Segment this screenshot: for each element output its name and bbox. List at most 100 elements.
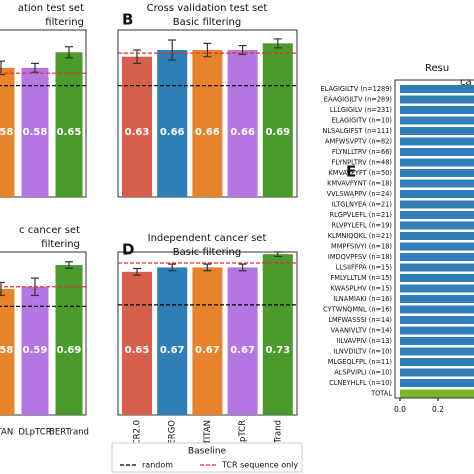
panel-subtitle: Basic filtering — [173, 17, 241, 28]
bar — [400, 326, 474, 335]
bar — [400, 337, 474, 345]
bar — [227, 267, 258, 415]
bar — [262, 254, 293, 415]
value-label: 0.58 — [23, 127, 48, 138]
y-tick-label: CLNEYHLFL (n=10) — [329, 379, 392, 387]
bar — [400, 137, 474, 146]
panel-letter: D — [122, 241, 134, 259]
bar — [400, 179, 474, 188]
bar — [0, 67, 15, 197]
bar — [400, 242, 474, 251]
y-tick-label: LMFWASSSI (n=14) — [328, 316, 392, 324]
y-tick-label: ELAGIGILTV (n=1289) — [320, 85, 392, 93]
bar — [400, 232, 474, 240]
value-label: 0.59 — [23, 345, 48, 356]
panel-title: Resu — [425, 63, 449, 74]
bar — [157, 50, 188, 197]
legend-title: Baseline — [188, 447, 227, 457]
y-tick-label: EAAGIGILTV (n=289) — [324, 96, 392, 104]
y-tick-label: ILNAMIAKI (n=16) — [333, 295, 392, 303]
y-tick-label: KMVAVFYFT (n=50) — [328, 169, 392, 177]
bar — [55, 52, 83, 198]
bar — [227, 50, 258, 197]
bar — [400, 116, 474, 125]
bar — [21, 286, 49, 415]
axes-frame — [394, 79, 474, 399]
y-tick-label: ELAGIGITV (n=10) — [332, 117, 392, 125]
y-tick-label: RLGPVLEFL (n=21) — [330, 211, 393, 219]
bar — [400, 316, 474, 324]
y-tick-label: KMVAVFYNT (n=18) — [327, 180, 392, 188]
bar — [157, 267, 188, 415]
value-label: 0.58 — [0, 127, 13, 138]
bar — [400, 85, 474, 93]
bar — [192, 267, 223, 415]
y-tick-label: KWASPLHV (n=15) — [331, 285, 392, 293]
y-tick-label: VVLSWAPPV (n=24) — [327, 190, 392, 198]
bar — [400, 221, 474, 230]
y-tick-label: FLYNLLTRV (n=66) — [332, 148, 392, 156]
bar — [400, 158, 474, 167]
bar — [400, 190, 474, 198]
x-tick-label: 0.0 — [394, 405, 406, 414]
value-label: 0.66 — [230, 127, 255, 138]
value-label: 0.67 — [195, 345, 220, 356]
bar — [400, 347, 474, 356]
y-tick-label: CYTWNQMNL (n=16) — [323, 306, 392, 314]
panel-subtitle: filtering — [45, 17, 84, 28]
bar — [262, 43, 293, 197]
x-tick-label: BERTrand — [273, 420, 283, 460]
y-tick-label: ALSPVIPLI (n=10) — [334, 369, 392, 377]
legend-box — [111, 442, 303, 473]
legend: Baseline random TCR sequence only — [111, 442, 303, 473]
value-label: 0.67 — [160, 345, 185, 356]
panel-subtitle: ca — [460, 77, 472, 88]
value-label: 0.66 — [195, 127, 220, 138]
y-tick-label: ILNVDILTV (n=10) — [333, 348, 392, 356]
y-tick-label: IILVAVPIV (n=13) — [337, 337, 392, 345]
y-tick-label: ILTGLNYEA (n=21) — [332, 201, 393, 209]
bar — [192, 50, 223, 197]
panel-subtitle: filtering — [41, 239, 80, 250]
value-label: 0.63 — [125, 127, 150, 138]
bar — [400, 305, 474, 314]
panel-title: ation test set — [18, 3, 84, 14]
y-tick-label: VAANIVLTV (n=14) — [331, 327, 392, 335]
panel-title: c cancer set — [19, 225, 80, 236]
bar — [400, 211, 474, 219]
bar — [400, 253, 474, 261]
y-tick-label: RLVPYLEFL (n=19) — [331, 222, 392, 230]
value-label: 0.65 — [125, 345, 150, 356]
bar — [122, 56, 152, 197]
x-tick-label: DLpTCR — [18, 428, 51, 438]
value-label: 0.58 — [0, 345, 13, 356]
x-tick-label: TITAN — [0, 428, 13, 438]
bar — [0, 288, 15, 415]
value-label: 0.69 — [265, 127, 290, 138]
x-tick-label: DLpTCR — [238, 420, 248, 453]
value-label: 0.67 — [230, 345, 255, 356]
bar — [400, 95, 474, 104]
value-label: 0.69 — [57, 345, 82, 356]
bar — [400, 358, 474, 366]
panel-title: Cross validation test set — [147, 3, 268, 14]
bar — [400, 148, 474, 156]
x-tick-label: NetTCR2.0 — [133, 420, 143, 465]
legend-label: random — [142, 461, 173, 470]
value-label: 0.65 — [57, 127, 82, 138]
y-tick-label: TOTAL — [370, 390, 392, 398]
y-tick-label: NLSALGIFST (n=111) — [322, 127, 392, 135]
value-label: 0.66 — [160, 127, 185, 138]
panel-letter: E — [346, 163, 356, 181]
bar — [400, 200, 474, 209]
bar — [400, 127, 474, 135]
bar — [400, 389, 474, 398]
panel-subtitle: Basic filtering — [173, 247, 241, 258]
y-tick-label: KLMNIQQKL (n=21) — [328, 232, 392, 240]
panel-letter: B — [122, 11, 133, 29]
bar — [400, 284, 474, 293]
y-tick-label: IMDQVPFSV (n=18) — [328, 253, 392, 261]
panel-title: Independent cancer set — [148, 233, 267, 244]
y-tick-label: FLYNPLTRV (n=48) — [332, 159, 392, 167]
